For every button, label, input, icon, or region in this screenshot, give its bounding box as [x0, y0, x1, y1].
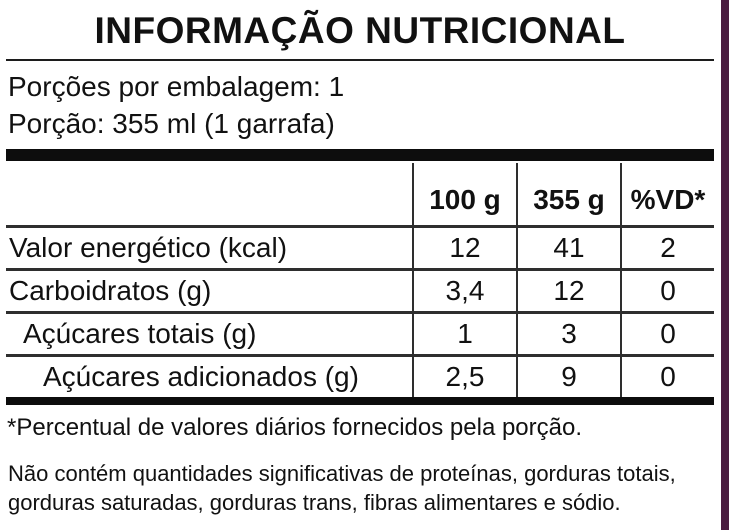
value-per-100g: 12 — [412, 228, 516, 268]
value-percent-vd: 0 — [620, 271, 714, 311]
value-per-355g: 12 — [516, 271, 620, 311]
daily-value-footnote: *Percentual de valores diários fornecido… — [7, 414, 583, 441]
disclaimer-line-2: gorduras saturadas, gorduras trans, fibr… — [8, 490, 621, 515]
servings-per-package: Porções por embalagem: 1 — [8, 71, 345, 102]
value-per-100g: 1 — [412, 314, 516, 354]
value-per-100g: 3,4 — [412, 271, 516, 311]
value-percent-vd: 2 — [620, 228, 714, 268]
nutrient-name: Açúcares adicionados (g) — [43, 361, 359, 392]
value-per-100g: 2,5 — [412, 357, 516, 397]
insignificant-amounts-disclaimer: Não contém quantidades significativas de… — [6, 459, 714, 517]
header-per-355g: 355 g — [516, 163, 620, 225]
nutrient-name: Valor energético (kcal) — [9, 232, 288, 263]
value-percent-vd: 0 — [620, 314, 714, 354]
header-nutrient-blank — [6, 163, 412, 225]
section-divider-bottom — [6, 397, 714, 405]
label-edge-stripe — [721, 0, 729, 530]
label-content: INFORMAÇÃO NUTRICIONAL Porções por embal… — [6, 0, 714, 517]
disclaimer-line-1: Não contém quantidades significativas de… — [8, 461, 676, 486]
table-row: Carboidratos (g) 3,4 12 0 — [6, 268, 714, 311]
portion-size: Porção: 355 ml (1 garrafa) — [8, 108, 335, 139]
table-header-row: 100 g 355 g %VD* — [6, 163, 714, 225]
table-row: Valor energético (kcal) 12 41 2 — [6, 225, 714, 268]
nutrition-table: 100 g 355 g %VD* Valor energético (kcal)… — [6, 163, 714, 397]
value-per-355g: 3 — [516, 314, 620, 354]
table-row: Açúcares adicionados (g) 2,5 9 0 — [6, 354, 714, 397]
value-percent-vd: 0 — [620, 357, 714, 397]
table-row: Açúcares totais (g) 1 3 0 — [6, 311, 714, 354]
title-divider — [6, 59, 714, 61]
label-title: INFORMAÇÃO NUTRICIONAL — [94, 10, 626, 51]
nutrient-name: Açúcares totais (g) — [23, 318, 257, 349]
header-per-100g: 100 g — [412, 163, 516, 225]
section-divider-top — [6, 149, 714, 161]
header-percent-vd: %VD* — [620, 163, 714, 225]
nutrient-name: Carboidratos (g) — [9, 275, 212, 306]
value-per-355g: 41 — [516, 228, 620, 268]
value-per-355g: 9 — [516, 357, 620, 397]
